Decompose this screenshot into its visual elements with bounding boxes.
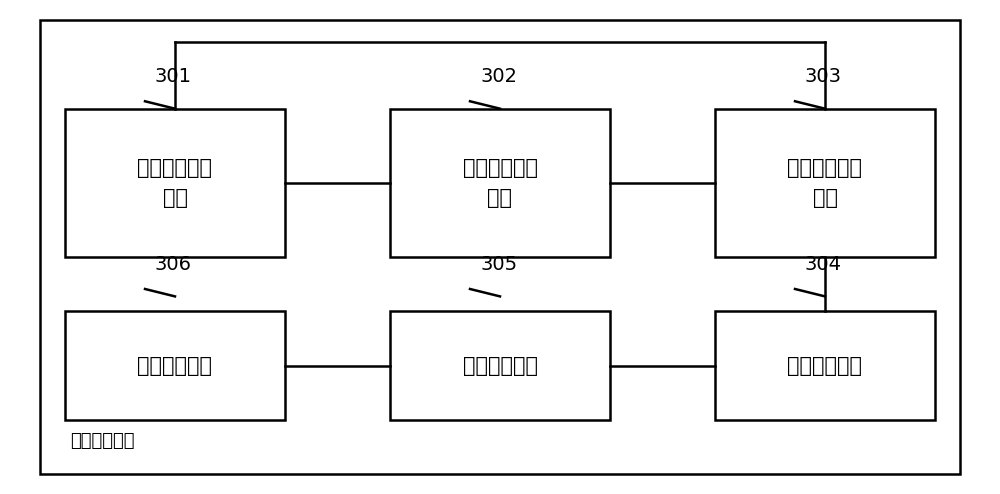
Text: 结温计算模块: 结温计算模块 <box>70 432 134 450</box>
Text: 301: 301 <box>155 68 192 86</box>
Text: 305: 305 <box>480 255 517 274</box>
Text: 303: 303 <box>805 68 842 86</box>
Text: 304: 304 <box>805 255 842 274</box>
Text: 温升计算单元: 温升计算单元 <box>788 356 862 375</box>
Bar <box>390 311 610 420</box>
Text: 306: 306 <box>155 255 192 274</box>
Bar <box>715 109 935 257</box>
Text: 302: 302 <box>480 68 517 86</box>
Bar <box>715 311 935 420</box>
Bar <box>65 311 285 420</box>
Text: 导通损耗计算
单元: 导通损耗计算 单元 <box>462 158 538 207</box>
Bar <box>65 109 285 257</box>
Bar <box>390 109 610 257</box>
Text: 水温计算单元: 水温计算单元 <box>462 356 538 375</box>
Text: 结温计算单元: 结温计算单元 <box>138 356 212 375</box>
Text: 开关损耗计算
单元: 开关损耗计算 单元 <box>138 158 212 207</box>
Text: 平均损耗计算
单元: 平均损耗计算 单元 <box>788 158 862 207</box>
